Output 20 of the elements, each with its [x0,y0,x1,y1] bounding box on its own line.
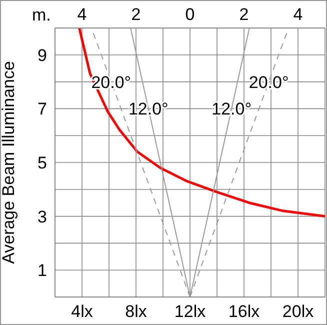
y-tick-label: 7 [38,100,47,119]
x2-axis-title: m. [32,6,51,25]
x-tick-label: 4lx [71,302,94,322]
x-tick-label: 20lx [282,302,314,322]
x2-tick-label: 0 [185,5,195,24]
series-label: 20.0° [248,72,289,92]
x-tick-label: 8lx [125,302,148,322]
series-label: 12.0° [212,100,252,119]
x2-tick-label: 2 [131,5,141,24]
y-axis-title: Average Beam Illuminance [0,61,18,264]
y-tick-label: 9 [38,46,47,65]
y-tick-label: 1 [38,261,47,280]
x2-tick-label: 4 [293,5,303,24]
x-tick-label: 12lx [174,302,206,322]
x2-tick-label: 4 [77,5,87,24]
y-tick-label: 3 [38,207,47,226]
y-tick-label: 5 [38,154,47,173]
x2-tick-label: 2 [239,5,249,24]
series-label: 12.0° [128,100,168,119]
x-tick-label: 16lx [228,302,260,322]
